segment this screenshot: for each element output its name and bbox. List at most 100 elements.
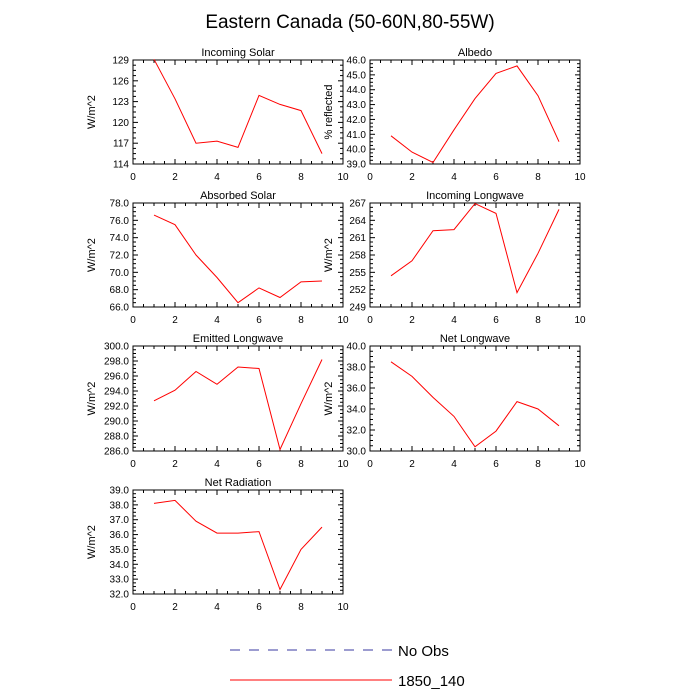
x-tick-label: 0 [367, 172, 373, 183]
panel-frame [369, 59, 581, 165]
y-tick-label: 267 [349, 199, 366, 210]
x-tick-label: 0 [130, 315, 136, 326]
y-tick-label: 34.0 [110, 560, 130, 571]
series-line-absorbed-solar [153, 214, 323, 304]
panel-frame [369, 202, 581, 308]
panel-title: Incoming Solar [201, 47, 275, 59]
x-tick-label: 2 [172, 602, 178, 613]
x-tick-label: 4 [214, 459, 220, 470]
y-tick-label: 117 [113, 139, 129, 150]
x-tick-label: 10 [574, 315, 586, 326]
series-line-albedo [390, 65, 560, 164]
panel-title: Net Radiation [205, 477, 272, 489]
y-tick-label: 255 [349, 268, 366, 279]
x-tick-label: 4 [451, 459, 457, 470]
panel-absorbed-solar: Absorbed Solar W/m^2 0 2 4 6 8 10 66.0 68.0 70.0 72… [86, 190, 349, 326]
y-tick-label: 46.0 [347, 56, 367, 67]
y-tick-label: 70.0 [110, 268, 130, 279]
x-tick-label: 10 [574, 459, 586, 470]
x-tick-label: 4 [451, 172, 457, 183]
x-tick-label: 8 [298, 172, 304, 183]
x-tick-label: 4 [451, 315, 457, 326]
x-tick-label: 6 [493, 172, 499, 183]
y-tick-label: 129 [112, 56, 129, 67]
y-tick-label: 296.0 [104, 372, 129, 383]
y-tick-label: 34.0 [347, 405, 367, 416]
panel-incoming-solar: Incoming Solar W/m^2 0 2 4 6 8 10 114 117 120 123 12… [86, 47, 349, 183]
x-tick-label: 10 [337, 172, 349, 183]
y-tick-label: 35.0 [110, 545, 130, 556]
x-tick-label: 4 [214, 602, 220, 613]
y-axis-label: W/m^2 [86, 382, 98, 416]
x-tick-label: 0 [130, 172, 136, 183]
y-axis-label: W/m^2 [86, 525, 98, 559]
panel-emitted-longwave: Emitted Longwave W/m^2 0 2 4 6 8 10 286.0 288.0 29… [86, 333, 349, 470]
y-tick-label: 292.0 [104, 402, 129, 413]
y-tick-label: 261 [349, 233, 366, 244]
series-line-incoming-longwave [390, 202, 560, 294]
x-tick-label: 2 [172, 315, 178, 326]
x-tick-label: 2 [409, 315, 415, 326]
x-tick-label: 0 [367, 459, 373, 470]
y-tick-label: 44.0 [347, 85, 367, 96]
panel-title: Incoming Longwave [426, 190, 524, 202]
y-tick-label: 78.0 [110, 199, 130, 210]
panel-frame [132, 59, 344, 165]
panel-title: Emitted Longwave [193, 333, 284, 345]
y-axis-label: % reflected [323, 84, 335, 139]
x-tick-label: 10 [337, 602, 349, 613]
y-tick-label: 123 [112, 97, 129, 108]
x-tick-label: 4 [214, 172, 220, 183]
legend-label-no-obs: No Obs [398, 643, 449, 660]
x-tick-label: 0 [130, 459, 136, 470]
y-tick-label: 32.0 [110, 590, 130, 601]
y-tick-label: 40.0 [347, 145, 367, 156]
y-tick-label: 258 [349, 251, 366, 262]
x-tick-label: 8 [298, 315, 304, 326]
y-tick-label: 38.0 [347, 363, 367, 374]
figure-title: Eastern Canada (50-60N,80-55W) [205, 12, 494, 33]
y-tick-label: 42.0 [347, 115, 367, 126]
y-tick-label: 38.0 [110, 500, 130, 511]
y-tick-label: 30.0 [347, 447, 367, 458]
y-tick-label: 66.0 [110, 303, 130, 314]
x-tick-label: 6 [256, 459, 262, 470]
x-tick-label: 0 [367, 315, 373, 326]
y-tick-label: 36.0 [347, 384, 367, 395]
x-tick-label: 10 [337, 315, 349, 326]
x-tick-label: 10 [574, 172, 586, 183]
y-tick-label: 39.0 [110, 486, 130, 497]
x-tick-label: 2 [409, 459, 415, 470]
y-axis-label: W/m^2 [86, 95, 98, 129]
panel-title: Net Longwave [440, 333, 510, 345]
x-tick-label: 6 [493, 459, 499, 470]
x-tick-label: 2 [172, 172, 178, 183]
x-tick-label: 6 [256, 602, 262, 613]
y-tick-label: 40.0 [347, 342, 367, 353]
x-tick-label: 6 [256, 315, 262, 326]
x-tick-label: 2 [409, 172, 415, 183]
panel-frame [132, 345, 344, 452]
panel-net-radiation: Net Radiation W/m^2 0 2 4 6 8 10 32.0 33.0 34.0 35.… [86, 477, 349, 613]
x-tick-label: 8 [535, 459, 541, 470]
x-tick-label: 10 [337, 459, 349, 470]
y-axis-label: W/m^2 [323, 382, 335, 416]
x-tick-label: 8 [298, 602, 304, 613]
panels: Incoming Solar W/m^2 0 2 4 6 8 10 114 117 120 123 12… [86, 47, 586, 613]
y-tick-label: 43.0 [347, 100, 367, 111]
y-tick-label: 120 [112, 118, 129, 129]
y-tick-label: 290.0 [104, 417, 129, 428]
y-tick-label: 74.0 [110, 233, 130, 244]
y-tick-label: 37.0 [110, 515, 130, 526]
x-tick-label: 4 [214, 315, 220, 326]
x-tick-label: 8 [298, 459, 304, 470]
x-tick-label: 8 [535, 172, 541, 183]
x-tick-label: 6 [256, 172, 262, 183]
series-line-net-longwave [390, 361, 560, 448]
series-line-net-radiation [153, 499, 323, 591]
y-tick-label: 298.0 [104, 357, 129, 368]
panel-frame [132, 489, 344, 595]
